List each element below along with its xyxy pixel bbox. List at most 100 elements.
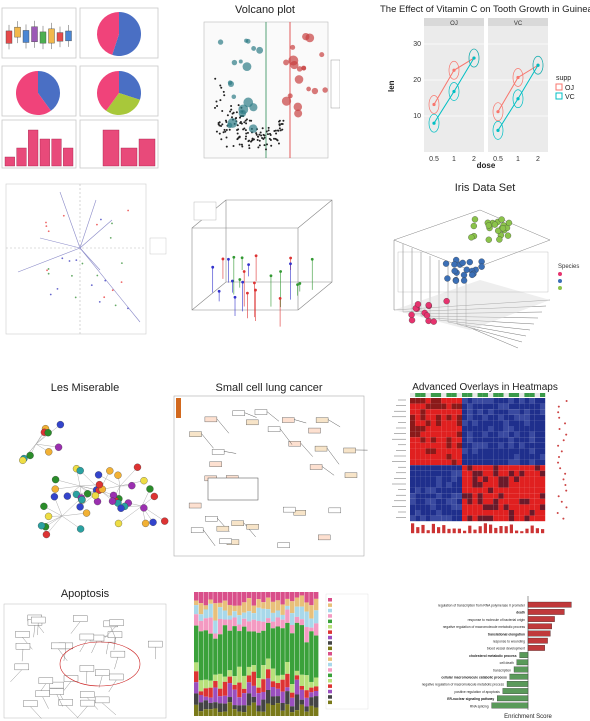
heatmap-cell (420, 437, 426, 443)
heatmap-cell (472, 398, 478, 404)
stacked-segment (237, 711, 242, 716)
pathway-node (308, 427, 321, 434)
annotation-cell (514, 393, 520, 397)
volcano-point (281, 128, 284, 131)
heatmap-cell (508, 398, 514, 404)
stacked-segment (218, 712, 223, 716)
heatmap-svg (392, 393, 568, 534)
heatmap-cell (425, 504, 431, 510)
network-node (19, 456, 27, 464)
heatmap-cell (436, 420, 442, 426)
heatmap-cell (524, 420, 530, 426)
data-point (496, 128, 500, 132)
stacked-segment (266, 592, 271, 598)
iris-point (443, 298, 450, 305)
heatmap-cell (498, 442, 504, 449)
heatmap-cell (425, 448, 431, 454)
heatmap-cell (441, 487, 447, 494)
heatmap-cell (514, 504, 520, 510)
pathway-node (288, 440, 301, 447)
heatmap-cell (519, 510, 525, 516)
biplot-point (47, 272, 50, 275)
apoptosis-edge (114, 657, 119, 670)
heatmap-cell (540, 476, 546, 482)
heatmap-cell (540, 515, 546, 522)
heatmap-cell (436, 442, 442, 449)
network-node (161, 517, 169, 525)
term-label: negative regulation of macromolecule met… (422, 683, 505, 687)
pathway-edge (300, 443, 313, 457)
term-label: transcription (493, 668, 511, 672)
enrichment-bar (527, 609, 565, 615)
heatmap-cell (410, 398, 416, 404)
stacked-segment (208, 599, 213, 604)
volcano-point (266, 133, 269, 136)
biplot-point (74, 296, 77, 299)
pathway-node (211, 449, 225, 455)
apoptosis-node (148, 640, 163, 648)
stacked-segment (242, 626, 247, 676)
stacked-segment (222, 610, 228, 620)
term-label: cellular macromolecule catabolic process (441, 676, 507, 680)
heatmap-cell (540, 426, 546, 432)
pie-slice (112, 12, 141, 56)
heatmap-cell (482, 431, 488, 438)
box (5, 30, 13, 44)
stacked-segment (251, 613, 256, 620)
stacked-segment (203, 609, 208, 619)
stacked-segment (270, 668, 276, 682)
heatmap-cell (493, 454, 499, 460)
volcano-point (225, 136, 228, 139)
loading-arrow (79, 219, 113, 249)
legend-key (328, 657, 332, 661)
scatter3d-point (253, 281, 256, 285)
volcano-point (267, 129, 270, 132)
heatmap-cell (540, 442, 546, 449)
volcano-point (221, 123, 224, 126)
heatmap-cell (540, 448, 546, 454)
stacked-segment (242, 592, 247, 603)
biplot-frame (5, 183, 147, 335)
heatmap-cell (420, 414, 426, 421)
heatmap-cell (503, 493, 509, 499)
heatmap-cell (488, 498, 494, 505)
heatmap-cell (420, 465, 426, 471)
heatmap-cell (493, 493, 499, 499)
heatmap-cell (420, 398, 426, 404)
scatter3d-point (289, 262, 292, 266)
heatmap-cell (430, 426, 436, 432)
stacked-segment (251, 665, 256, 672)
iris-svg: Species (393, 209, 579, 349)
volcano-point (248, 147, 251, 150)
volcano-point (219, 99, 222, 102)
iris-point (485, 222, 492, 229)
apoptosis-node (15, 643, 31, 650)
apoptosis-title: Apoptosis (60, 588, 110, 600)
enrichment-bar (527, 623, 552, 630)
box (14, 26, 21, 38)
heatmap-cell (514, 482, 520, 488)
volcano-point (240, 143, 243, 146)
volcano-point (216, 104, 219, 107)
stacked-segment (290, 592, 295, 602)
network-node (50, 493, 59, 501)
stacked-segment (280, 702, 285, 711)
stacked-segment (222, 592, 228, 601)
apoptosis-edge (63, 648, 67, 661)
volcano-point (244, 137, 247, 140)
biplot-point (71, 274, 73, 277)
stacked-segment (242, 675, 247, 689)
row-point (558, 416, 561, 419)
biplot-point (100, 218, 102, 221)
heatmap-cell (472, 431, 478, 438)
volcano-point (294, 75, 304, 84)
annotation-cell (425, 393, 431, 397)
volcano-legend (330, 59, 340, 109)
heatmap-cell (540, 504, 546, 510)
stacked-segment (261, 602, 266, 609)
heatmap-cell (467, 493, 473, 499)
heatmap-cell (436, 482, 442, 488)
apoptosis-edge (65, 705, 78, 718)
heatmap-cell (430, 398, 436, 404)
stacked-segment (218, 688, 223, 697)
